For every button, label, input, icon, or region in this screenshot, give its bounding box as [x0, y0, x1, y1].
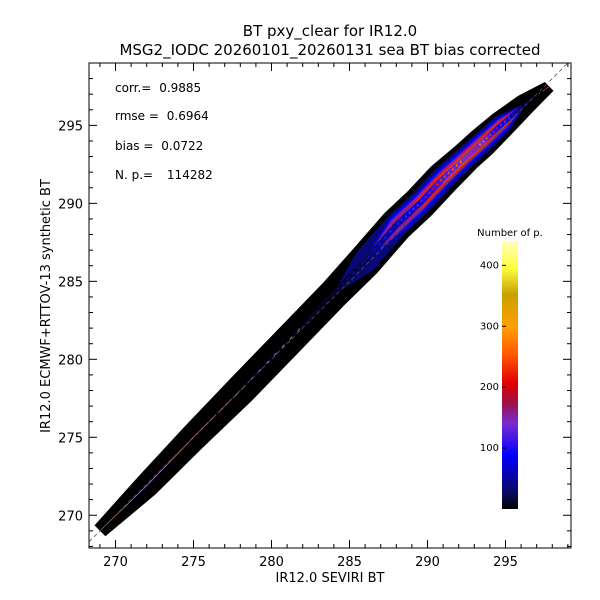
stat-corr-label: corr.=	[115, 81, 151, 95]
density-cloud	[94, 82, 554, 537]
y-tick-label: 280	[58, 353, 83, 368]
x-tick-label: 285	[337, 555, 362, 570]
density-band	[99, 86, 550, 532]
x-tick-label: 290	[415, 555, 440, 570]
density-cell	[536, 94, 539, 96]
stat-bias-label: bias =	[115, 139, 153, 153]
chart-subtitle: MSG2_IODC 20260101_20260131 sea BT bias …	[119, 41, 540, 60]
stats-box: corr.= 0.9885 rmse = 0.6964 bias = 0.072…	[115, 81, 213, 182]
x-tick-label: 280	[259, 555, 284, 570]
x-tick-label: 275	[181, 555, 206, 570]
y-tick-label: 290	[58, 197, 83, 212]
colorbar-tick-label: 200	[480, 382, 499, 393]
colorbar-ticks: 100 200 300 400	[480, 260, 506, 454]
density-cell	[524, 102, 527, 105]
density-cell	[324, 300, 328, 304]
stat-npoints: N. p.= 114282	[115, 168, 213, 182]
colorbar-label: Number of p.	[477, 228, 543, 239]
stat-npoints-label: N. p.=	[115, 168, 153, 182]
y-axis: 270 275 280 285 290 295	[58, 62, 571, 547]
colorbar-tick-label: 100	[480, 443, 499, 454]
y-tick-label: 295	[58, 119, 83, 134]
density-cell	[285, 340, 289, 344]
colorbar-tick-label: 300	[480, 321, 499, 332]
density-cell	[262, 365, 265, 368]
density-cell	[532, 97, 535, 99]
stat-rmse: rmse = 0.6964	[115, 109, 209, 123]
x-axis: 270 275 280 285 290 295	[99, 63, 569, 570]
density-cell	[301, 324, 304, 328]
colorbar-tick-label: 400	[480, 260, 499, 271]
density-cell	[540, 91, 543, 93]
density-cell	[309, 316, 312, 320]
y-tick-label: 270	[58, 509, 83, 524]
y-axis-label: IR12.0 ECMWF+RTTOV-13 synthetic BT	[39, 179, 54, 433]
y-tick-label: 275	[58, 431, 83, 446]
density-cell	[544, 88, 546, 90]
stat-bias-value: 0.0722	[161, 139, 203, 153]
one-to-one-line	[88, 62, 569, 543]
density-cell	[278, 348, 281, 352]
stat-corr: corr.= 0.9885	[115, 81, 201, 95]
stat-corr-value: 0.9885	[159, 81, 201, 95]
stat-npoints-value: 114282	[167, 168, 213, 182]
density-cell	[293, 332, 297, 336]
x-axis-label: IR12.0 SEVIRI BT	[276, 571, 385, 586]
density-cell	[215, 412, 219, 416]
density-cell	[254, 373, 258, 376]
stat-rmse-label: rmse =	[115, 109, 159, 123]
x-tick-label: 270	[103, 555, 128, 570]
x-tick-label: 295	[493, 555, 518, 570]
plot-frame	[88, 62, 572, 549]
chart-title: BT pxy_clear for IR12.0	[243, 22, 417, 41]
y-tick-label: 285	[58, 275, 83, 290]
colorbar: Number of p. 100 200 300 400	[477, 228, 543, 509]
density-cell	[270, 357, 273, 360]
density-cell	[317, 308, 320, 312]
stat-bias: bias = 0.0722	[115, 139, 203, 153]
colorbar-gradient	[502, 241, 518, 509]
stat-rmse-value: 0.6964	[167, 109, 209, 123]
